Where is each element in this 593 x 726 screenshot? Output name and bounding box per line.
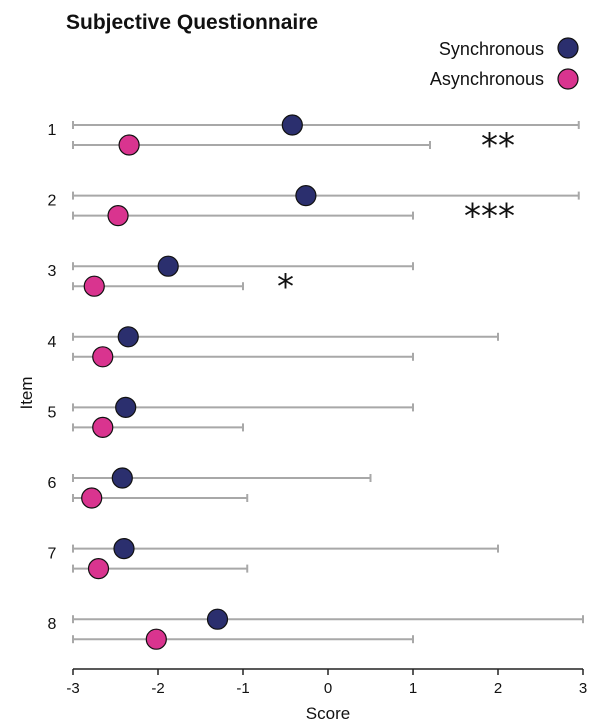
item-label-4: 4 [48, 334, 57, 351]
x-tick-label-2: 2 [494, 680, 502, 697]
point-synchronous-item-8 [206, 608, 229, 630]
x-tick-label-3: 3 [579, 680, 587, 697]
point-synchronous-item-6 [111, 467, 133, 489]
item-label-6: 6 [48, 475, 57, 492]
item-label-8: 8 [48, 616, 57, 633]
item-label-1: 1 [48, 122, 57, 139]
significance-marker-item-3: * [277, 267, 294, 307]
x-tick-label--1: -1 [236, 680, 249, 697]
x-axis-label: Score [306, 704, 350, 723]
legend-marker-synchronous [557, 37, 579, 59]
legend-marker-asynchronous [557, 68, 579, 90]
significance-marker-item-1: ** [481, 126, 515, 166]
legend-label-synchronous: Synchronous [439, 39, 544, 59]
point-asynchronous-item-8 [145, 628, 167, 650]
legend-label-asynchronous: Asynchronous [430, 69, 544, 89]
point-asynchronous-item-4 [92, 346, 114, 368]
significance-marker-item-2: *** [464, 197, 515, 237]
point-asynchronous-item-1 [118, 134, 140, 156]
chart-title: Subjective Questionnaire [66, 11, 318, 34]
point-synchronous-item-7 [113, 537, 135, 560]
point-asynchronous-item-7 [87, 557, 110, 580]
x-tick-label--2: -2 [151, 680, 164, 697]
point-asynchronous-item-3 [83, 275, 105, 297]
point-asynchronous-item-6 [81, 487, 103, 509]
x-tick-label--3: -3 [66, 680, 79, 697]
point-asynchronous-item-2 [107, 205, 129, 227]
point-synchronous-item-2 [295, 185, 317, 207]
item-label-5: 5 [48, 404, 57, 421]
y-axis-label: Item [17, 376, 36, 409]
point-synchronous-item-4 [117, 326, 139, 348]
x-tick-label-0: 0 [324, 680, 332, 697]
x-tick-label-1: 1 [409, 680, 417, 697]
point-synchronous-item-3 [157, 255, 179, 277]
item-label-2: 2 [48, 193, 57, 210]
x-axis-ticks: -3 -2 -1 0 1 2 3 [66, 669, 587, 697]
legend: Synchronous Asynchronous [430, 37, 579, 90]
point-synchronous-item-5 [115, 396, 137, 418]
point-asynchronous-item-5 [92, 416, 114, 438]
item-label-7: 7 [48, 546, 57, 563]
point-synchronous-item-1 [281, 114, 303, 136]
item-label-3: 3 [48, 263, 57, 280]
